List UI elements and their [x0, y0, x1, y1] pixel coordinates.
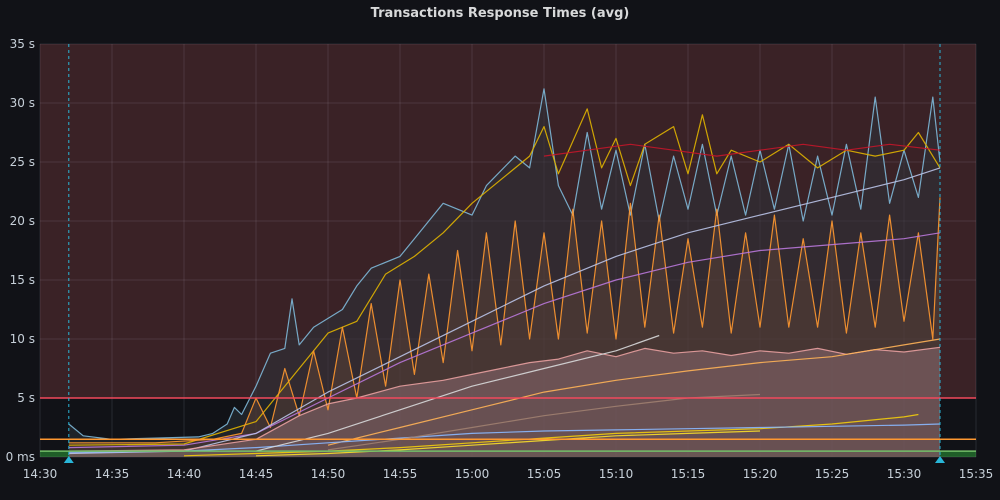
series-line-10[interactable]	[68, 423, 941, 453]
annotation-marker[interactable]	[63, 456, 74, 463]
x-tick-label: 15:25	[815, 467, 850, 481]
annotation-marker[interactable]	[935, 456, 945, 463]
y-tick-label: 10 s	[10, 332, 35, 346]
series-line-7[interactable]	[327, 338, 941, 446]
x-tick-label: 15:00	[455, 467, 490, 481]
x-tick-label: 15:15	[671, 467, 706, 481]
y-tick-label: 5 s	[17, 391, 35, 405]
series-line-1[interactable]	[68, 108, 941, 446]
x-tick-label: 14:35	[95, 467, 130, 481]
series-line-2[interactable]	[543, 143, 941, 157]
y-tick-label: 25 s	[10, 155, 35, 169]
x-tick-label: 15:20	[743, 467, 778, 481]
panel-title[interactable]: Transactions Response Times (avg)	[370, 6, 630, 21]
y-tick-label: 35 s	[10, 37, 35, 51]
x-tick-label: 14:45	[239, 467, 274, 481]
series-group	[68, 88, 941, 458]
x-tick-label: 14:55	[383, 467, 418, 481]
series-line-11[interactable]	[255, 334, 660, 452]
y-tick-label: 15 s	[10, 273, 35, 287]
x-tick-label: 15:35	[959, 467, 994, 481]
y-tick-label: 0 ms	[6, 450, 35, 464]
x-axis: 14:30 14:35 14:40 14:45 14:50 14:55 15:00 15:05…	[23, 467, 994, 481]
y-tick-label: 20 s	[10, 214, 35, 228]
x-tick-label: 15:30	[887, 467, 922, 481]
series-line-3[interactable]	[68, 197, 941, 444]
x-tick-label: 14:40	[167, 467, 202, 481]
x-tick-label: 14:50	[311, 467, 346, 481]
x-tick-label: 15:10	[599, 467, 634, 481]
series-line-5[interactable]	[68, 167, 941, 455]
threshold-lines	[40, 397, 976, 452]
series-line-6[interactable]	[68, 346, 941, 452]
annotations[interactable]	[63, 44, 945, 463]
series-line-9[interactable]	[255, 430, 761, 457]
x-tick-label: 14:30	[23, 467, 58, 481]
y-tick-label: 30 s	[10, 96, 35, 110]
y-axis: 0 ms 5 s 10 s 15 s 20 s 25 s 30 s 35 s	[6, 37, 35, 464]
x-tick-label: 15:05	[527, 467, 562, 481]
